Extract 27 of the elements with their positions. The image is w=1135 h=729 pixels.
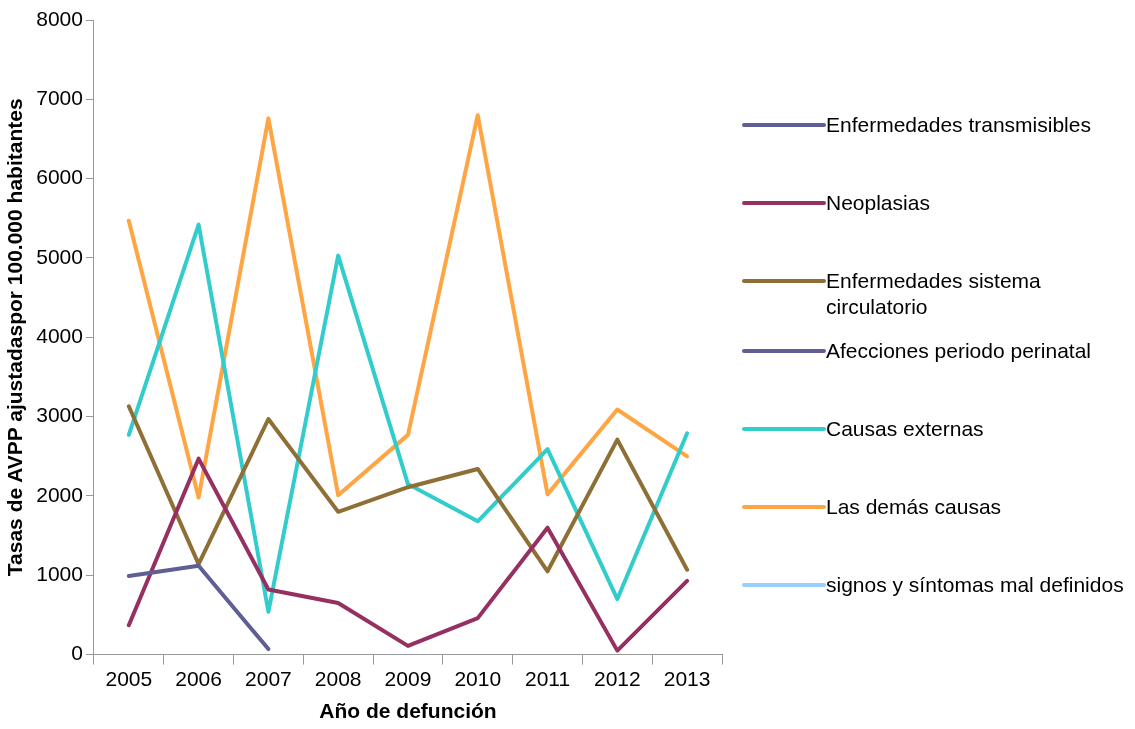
x-tick-label: 2005 xyxy=(105,667,153,690)
legend-label: Neoplasias xyxy=(826,190,931,216)
legend-label: Causas externas xyxy=(826,416,985,442)
y-tick-label: 3000 xyxy=(36,403,83,427)
y-tick-label: 7000 xyxy=(36,86,83,110)
x-tick-label: 2010 xyxy=(454,667,502,690)
x-tick-label: 2009 xyxy=(384,667,432,690)
legend-label: Enfermedades sistema circulatorio xyxy=(826,268,1042,320)
y-tick-label: 2000 xyxy=(36,482,83,506)
x-tick-label: 2011 xyxy=(524,667,571,690)
y-tick-label: 5000 xyxy=(36,244,83,268)
legend-label: Enfermedades transmisibles xyxy=(826,112,1092,138)
x-tick-label: 2012 xyxy=(593,667,641,690)
legend-label: signos y síntomas mal definidos xyxy=(826,572,1125,598)
x-tick-label: 2006 xyxy=(175,667,222,690)
legend-label: Las demás causas xyxy=(826,494,1003,520)
x-axis-title: Año de defunción xyxy=(319,699,497,723)
y-tick-label: 0 xyxy=(71,641,83,665)
y-tick-label: 8000 xyxy=(36,6,83,30)
y-tick-label: 4000 xyxy=(36,324,83,348)
y-tick-label: 6000 xyxy=(36,165,83,189)
x-tick-label: 2013 xyxy=(663,667,711,690)
y-tick-label: 1000 xyxy=(36,562,83,586)
y-axis-title: Tasas de AVPP ajustadaspor 100.000 habitantes xyxy=(3,98,27,577)
x-tick-label: 2008 xyxy=(314,667,362,690)
x-tick-label: 2007 xyxy=(245,667,292,690)
legend-label: Afecciones periodo perinatal xyxy=(826,338,1092,364)
